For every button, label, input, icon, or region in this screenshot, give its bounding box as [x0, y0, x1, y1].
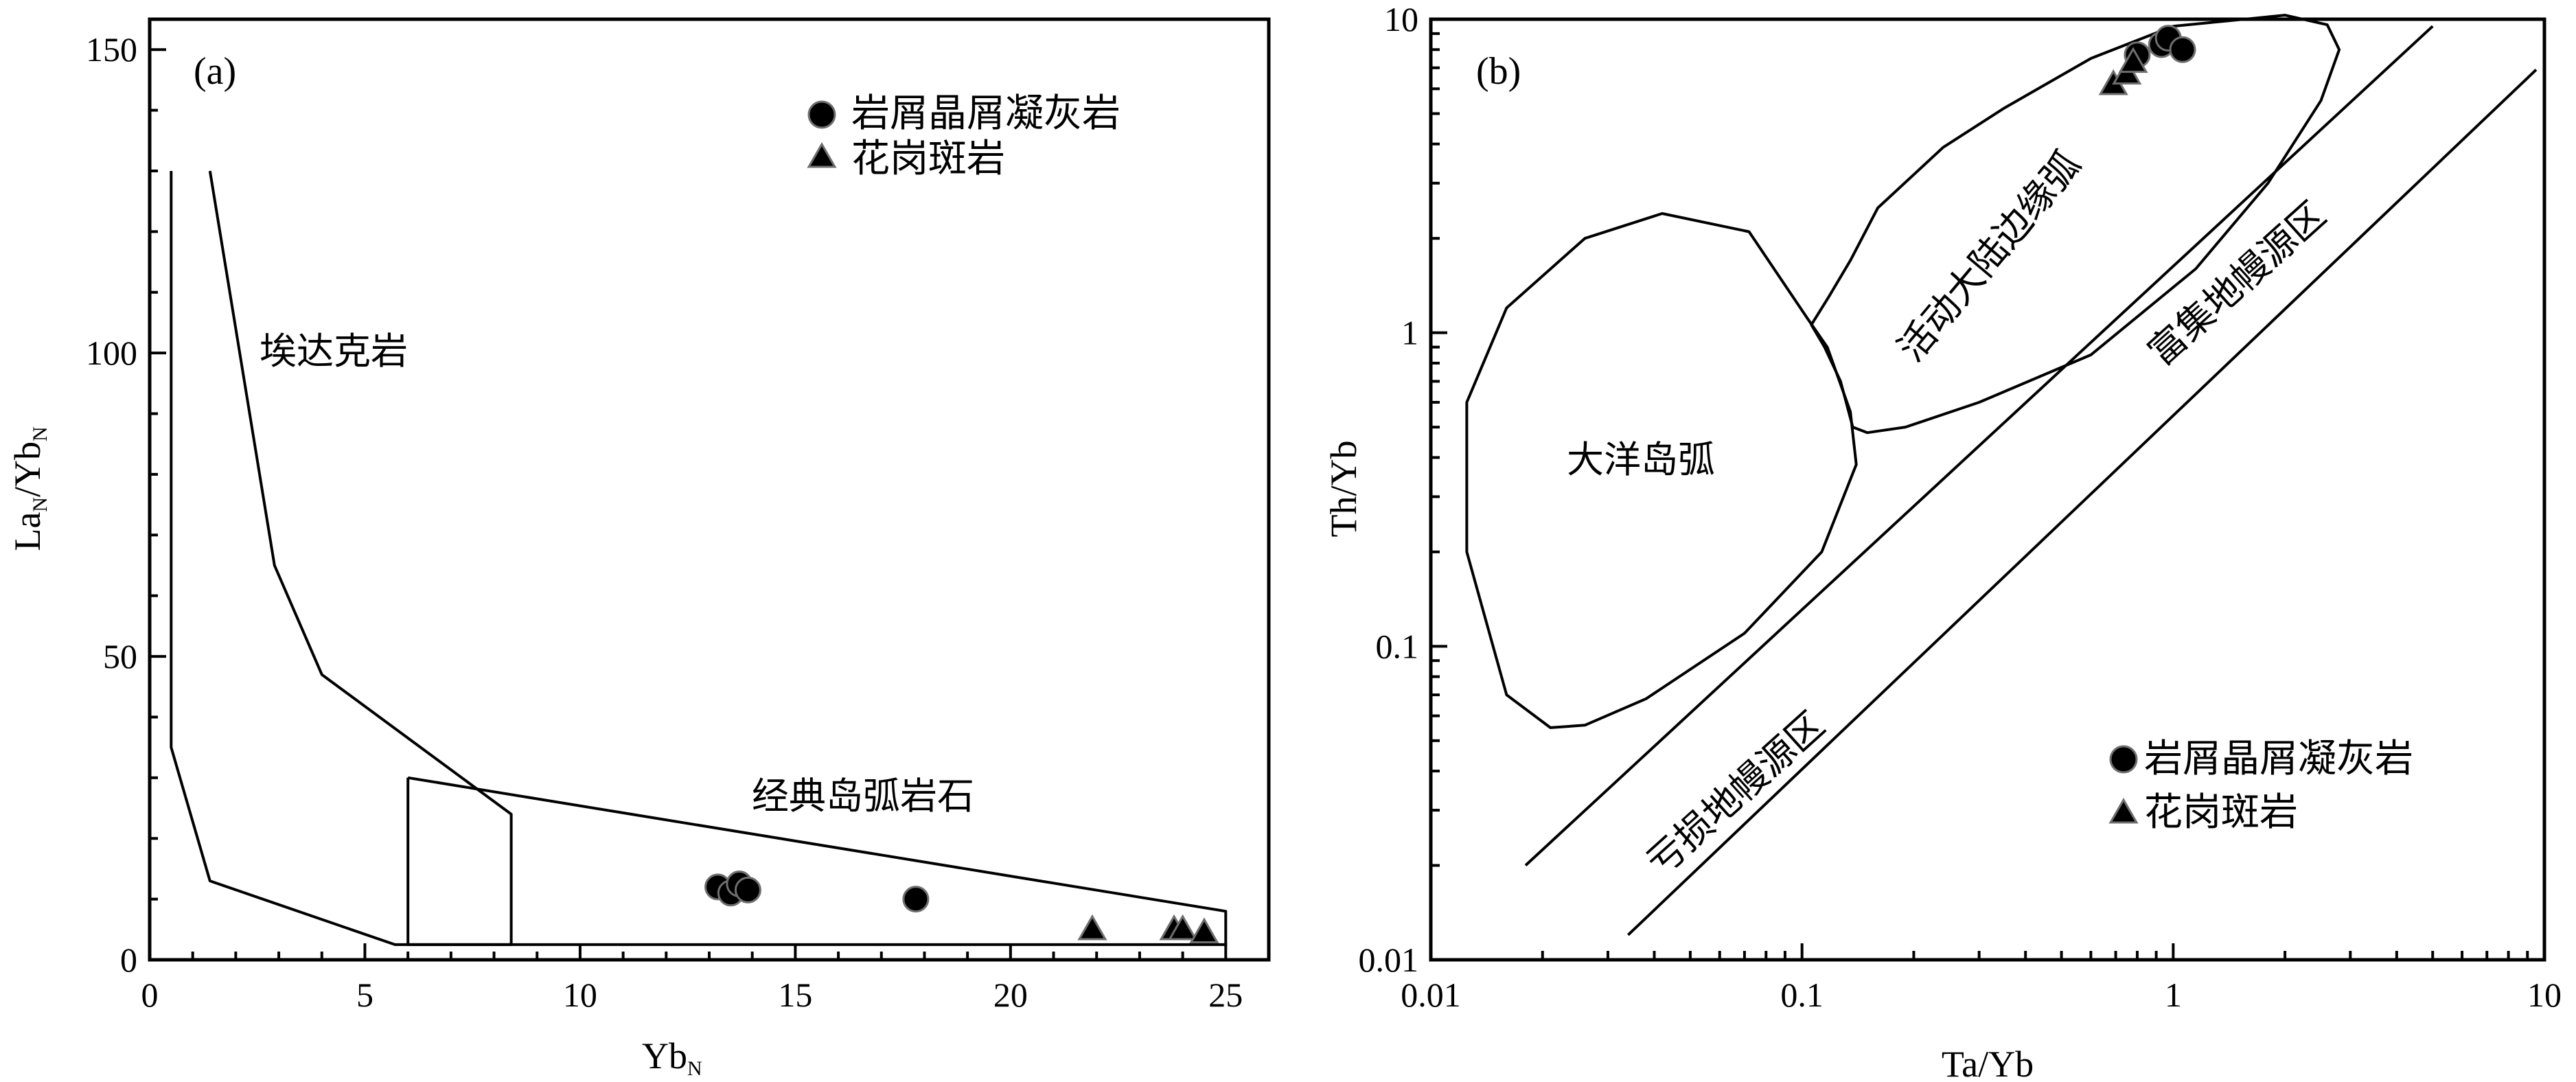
x-axis-label-b: Ta/Yb [1942, 1044, 2034, 1082]
x-tick-label-a: 0 [141, 976, 159, 1014]
y-tick-label-a: 0 [120, 941, 137, 979]
data-point-circle [734, 876, 761, 903]
legend-label-porphyry-a: 花岗斑岩 [851, 138, 1005, 181]
field-boundary-b-0 [1465, 212, 1858, 729]
data-point-triangle [2118, 47, 2148, 73]
field-label-adakite: 埃达克岩 [260, 331, 408, 372]
field-label-active-margin-arc: 活动大陆边缘弧 [1890, 144, 2089, 369]
y-tick-label-b: 0.1 [1376, 627, 1419, 665]
field-label-oceanic-arc: 大洋岛弧 [1567, 439, 1715, 481]
y-tick-label-a: 50 [103, 637, 137, 676]
x-tick-label-b: 10 [2527, 976, 2562, 1014]
field-line-b-3 [1626, 69, 2538, 936]
panel-a: 0 5 10 15 20 25 0 50 100 150 (a) 埃达克岩 经典岛弧岩石 岩屑晶屑… [7, 17, 1271, 1080]
x-axis-label-a: YbN [642, 1035, 702, 1080]
plot-frame-a [148, 17, 1271, 962]
ticks-b: 0.01 0.1 1 10 0.01 0.1 1 10 [1359, 0, 2562, 1014]
x-tick-label-b: 0.01 [1401, 976, 1461, 1014]
field-label-depleted-mantle: 亏损地幔源区 [1640, 704, 1832, 884]
legend-label-tuff-a: 岩屑晶屑凝灰岩 [851, 93, 1120, 135]
y-tick-label-a: 150 [86, 30, 137, 69]
data-point-triangle [1189, 917, 1219, 943]
panel-label-b: (b) [1476, 50, 1521, 93]
x-tick-label-b: 1 [2165, 976, 2182, 1014]
field-boundary-b-1 [1810, 14, 2341, 435]
data-point-circle [2169, 36, 2196, 63]
legend-label-tuff-b: 岩屑晶屑凝灰岩 [2144, 738, 2413, 781]
y-tick-label-b: 0.01 [1359, 941, 1419, 979]
data-point-triangle [1168, 914, 1198, 941]
field-label-classic-arc: 经典岛弧岩石 [752, 776, 974, 817]
y-tick-label-a: 100 [86, 334, 137, 372]
data-points-a [704, 871, 1219, 943]
y-tick-label-b: 1 [1401, 314, 1418, 352]
y-axis-label-b: Th/Yb [1323, 441, 1364, 538]
legend-triangle-marker-a [807, 141, 837, 168]
x-tick-label-a: 25 [1208, 976, 1243, 1014]
field-boundary-a-0 [170, 170, 513, 946]
legend-label-porphyry-b: 花岗斑岩 [2144, 792, 2298, 834]
legend-triangle-marker-b [2108, 797, 2139, 824]
x-tick-label-a: 15 [778, 976, 812, 1014]
field-boundaries-a [170, 170, 1228, 946]
legend-b: 岩屑晶屑凝灰岩 花岗斑岩 [2108, 738, 2413, 834]
x-tick-label-a: 5 [356, 976, 373, 1014]
y-axis-label-a: LaN/YbN [7, 426, 51, 551]
data-point-triangle [1077, 914, 1107, 941]
ticks-a: 0 5 10 15 20 25 0 50 100 150 [86, 30, 1270, 1014]
data-point-circle [902, 886, 930, 913]
legend-circle-marker-a [807, 100, 836, 129]
legend-a: 岩屑晶屑凝灰岩 花岗斑岩 [807, 93, 1120, 181]
y-tick-label-b: 10 [1384, 0, 1418, 38]
panel-label-a: (a) [194, 50, 236, 93]
x-tick-label-b: 0.1 [1780, 976, 1824, 1014]
legend-circle-marker-b [2109, 745, 2138, 774]
field-boundaries-b [1465, 14, 2538, 936]
x-tick-label-a: 20 [993, 976, 1028, 1014]
field-line-b-2 [1524, 25, 2434, 866]
panel-b: 0.01 0.1 1 10 0.01 0.1 1 10 (b) 大洋岛弧 活动大陆边缘弧 亏损… [1323, 0, 2562, 1082]
data-points-b [2098, 25, 2196, 95]
plot-frame-b [1429, 17, 2546, 962]
x-tick-label-a: 10 [563, 976, 597, 1014]
